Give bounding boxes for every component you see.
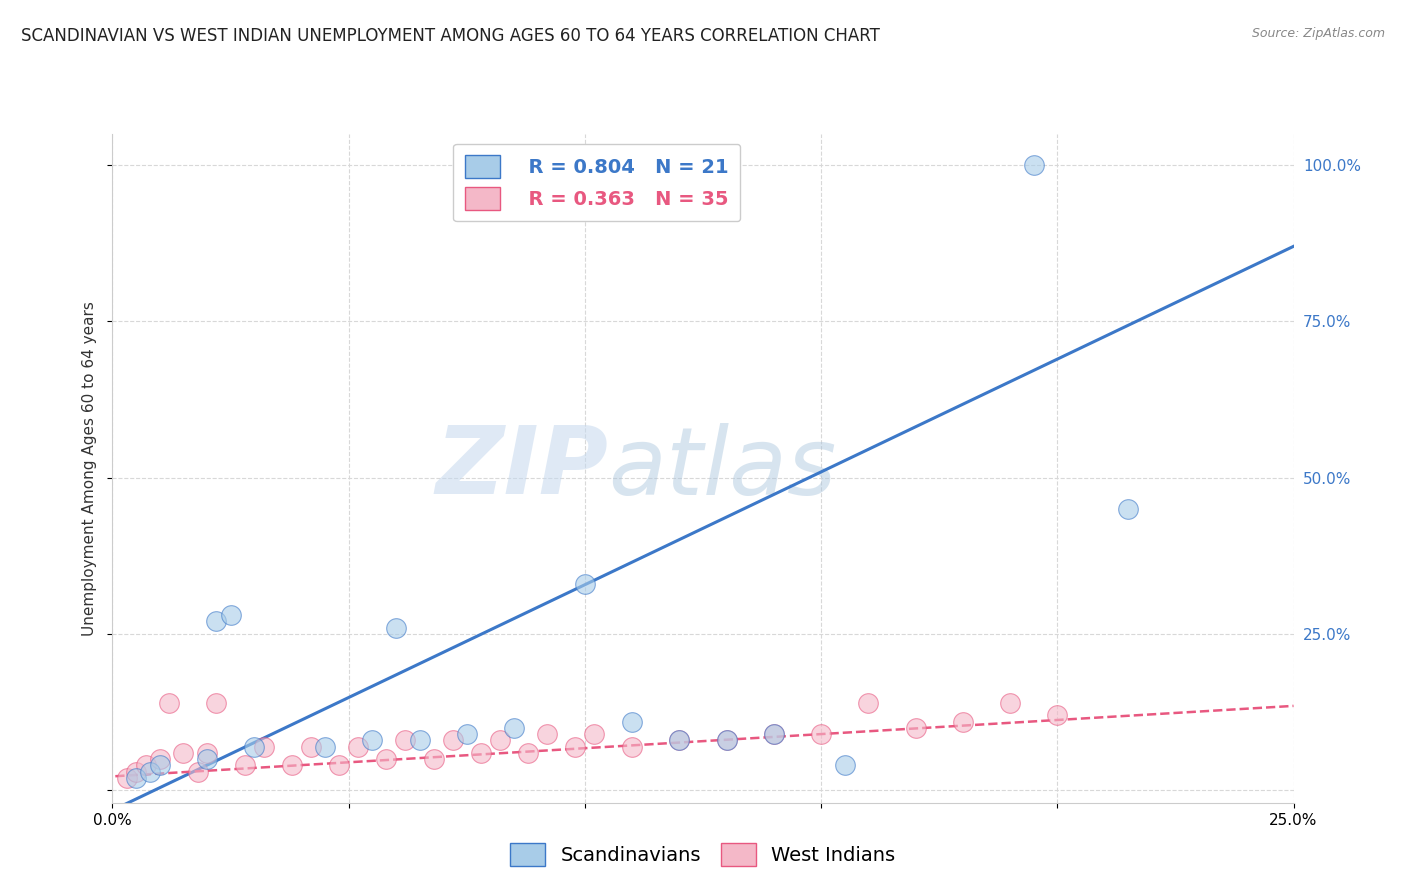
Point bbox=[1022, 158, 1045, 172]
Point bbox=[149, 758, 172, 772]
Text: atlas: atlas bbox=[609, 423, 837, 514]
Point bbox=[574, 577, 596, 591]
Point bbox=[858, 696, 880, 710]
Point bbox=[503, 721, 526, 735]
Point bbox=[668, 733, 690, 747]
Point bbox=[834, 758, 856, 772]
Point bbox=[186, 764, 208, 779]
Point bbox=[952, 714, 974, 729]
Text: ZIP: ZIP bbox=[436, 422, 609, 515]
Point bbox=[233, 758, 256, 772]
Point bbox=[998, 696, 1021, 710]
Point bbox=[394, 733, 416, 747]
Y-axis label: Unemployment Among Ages 60 to 64 years: Unemployment Among Ages 60 to 64 years bbox=[82, 301, 97, 636]
Point bbox=[149, 752, 172, 766]
Point bbox=[441, 733, 464, 747]
Point bbox=[810, 727, 832, 741]
Point bbox=[762, 727, 785, 741]
Point bbox=[668, 733, 690, 747]
Point bbox=[243, 739, 266, 754]
Point bbox=[125, 764, 148, 779]
Point bbox=[157, 696, 180, 710]
Point bbox=[347, 739, 370, 754]
Point bbox=[139, 764, 162, 779]
Point bbox=[205, 615, 228, 629]
Point bbox=[135, 758, 157, 772]
Point bbox=[219, 608, 242, 623]
Point bbox=[195, 746, 218, 760]
Point bbox=[904, 721, 927, 735]
Point bbox=[195, 752, 218, 766]
Point bbox=[470, 746, 492, 760]
Point bbox=[375, 752, 398, 766]
Point bbox=[422, 752, 444, 766]
Point bbox=[517, 746, 540, 760]
Text: Source: ZipAtlas.com: Source: ZipAtlas.com bbox=[1251, 27, 1385, 40]
Point bbox=[716, 733, 738, 747]
Point bbox=[564, 739, 586, 754]
Point bbox=[621, 714, 644, 729]
Point bbox=[361, 733, 384, 747]
Point bbox=[762, 727, 785, 741]
Point bbox=[328, 758, 350, 772]
Point bbox=[205, 696, 228, 710]
Point bbox=[253, 739, 276, 754]
Point bbox=[281, 758, 304, 772]
Text: SCANDINAVIAN VS WEST INDIAN UNEMPLOYMENT AMONG AGES 60 TO 64 YEARS CORRELATION C: SCANDINAVIAN VS WEST INDIAN UNEMPLOYMENT… bbox=[21, 27, 880, 45]
Point bbox=[172, 746, 194, 760]
Point bbox=[536, 727, 558, 741]
Point bbox=[456, 727, 478, 741]
Legend: Scandinavians, West Indians: Scandinavians, West Indians bbox=[502, 835, 904, 873]
Point bbox=[1046, 708, 1069, 723]
Point bbox=[408, 733, 430, 747]
Point bbox=[385, 621, 408, 635]
Point bbox=[489, 733, 512, 747]
Point bbox=[1116, 502, 1139, 516]
Point bbox=[621, 739, 644, 754]
Point bbox=[125, 771, 148, 785]
Point bbox=[299, 739, 322, 754]
Point bbox=[583, 727, 606, 741]
Point bbox=[314, 739, 336, 754]
Point bbox=[716, 733, 738, 747]
Point bbox=[115, 771, 138, 785]
